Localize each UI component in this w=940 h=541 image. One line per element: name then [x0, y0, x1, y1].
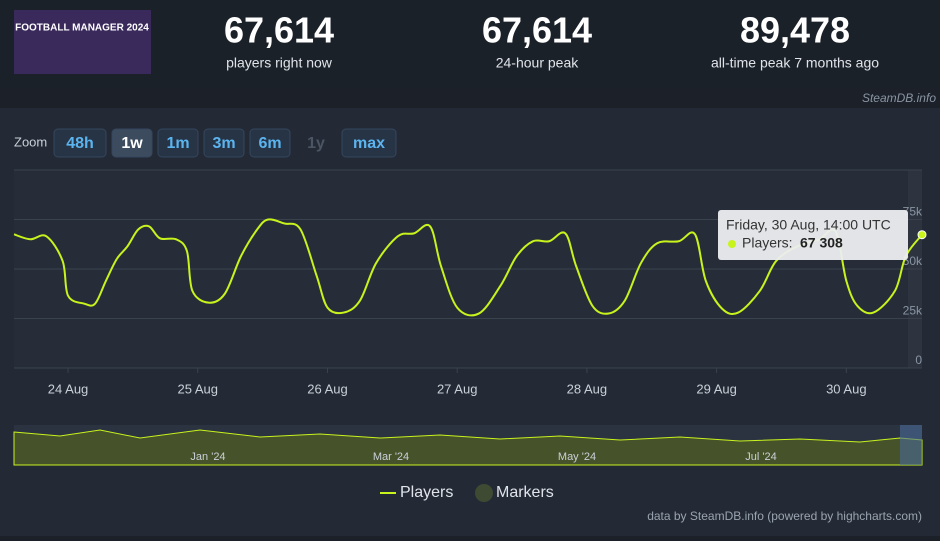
zoom-label: Zoom [14, 134, 47, 149]
stat-label: players right now [226, 55, 333, 71]
tooltip-title: Friday, 30 Aug, 14:00 UTC [726, 217, 891, 233]
legend-label[interactable]: Players [400, 484, 453, 501]
y-tick-label: 0 [915, 353, 922, 367]
series-line [13, 218, 923, 317]
x-tick-label: 29 Aug [696, 381, 737, 396]
header-bar [0, 0, 940, 88]
navigator-label: Mar '24 [373, 451, 409, 463]
navigator-label: Jul '24 [745, 451, 776, 463]
zoom-button[interactable] [111, 128, 153, 158]
legend-marker [475, 484, 493, 502]
zoom-button-label[interactable]: max [353, 135, 385, 152]
stat-value: 89,478 [740, 10, 850, 51]
x-tick-label: 27 Aug [437, 381, 478, 396]
navigator-label: Jan '24 [190, 451, 225, 463]
hover-point [917, 230, 927, 240]
zoom-button[interactable] [341, 128, 397, 158]
x-tick-label: 30 Aug [826, 381, 867, 396]
zoom-button-label[interactable]: 6m [258, 135, 281, 152]
game-logo [14, 10, 151, 74]
navigator-selection[interactable] [900, 425, 922, 465]
zoom-button-label[interactable]: 1w [121, 135, 143, 152]
x-tick-label: 26 Aug [307, 381, 348, 396]
zoom-button[interactable] [157, 128, 199, 158]
credit: data by SteamDB.info (powered by highcha… [647, 509, 922, 523]
stat-label: all-time peak 7 months ago [711, 55, 879, 71]
stat-value: 67,614 [482, 10, 592, 51]
zoom-button[interactable] [53, 128, 107, 158]
x-tick-label: 24 Aug [48, 381, 89, 396]
zoom-button-label[interactable]: 48h [66, 135, 94, 152]
zoom-buttons: 48h 1w 1m 3m 6m 1y max [53, 128, 397, 158]
x-tick-label: 25 Aug [178, 381, 219, 396]
x-tick-label: 28 Aug [567, 381, 608, 396]
zoom-button-label: 1y [307, 135, 325, 152]
zoom-button-label[interactable]: 1m [166, 135, 189, 152]
tooltip-dot [728, 240, 736, 248]
zoom-button[interactable] [203, 128, 245, 158]
logo-text: FOOTBALL MANAGER 2024 [15, 23, 149, 34]
zoom-button[interactable] [249, 128, 291, 158]
zoom-button-label[interactable]: 3m [212, 135, 235, 152]
tooltip [718, 210, 908, 260]
source-label: SteamDB.info [862, 91, 936, 105]
legend-label[interactable]: Markers [496, 484, 554, 501]
stat-label: 24-hour peak [496, 55, 580, 71]
y-tick-label: 25k [903, 304, 923, 318]
tooltip-value: 67 308 [800, 235, 843, 251]
tooltip-label: Players: [742, 235, 793, 251]
stat-value: 67,614 [224, 10, 334, 51]
navigator-label: May '24 [558, 451, 596, 463]
